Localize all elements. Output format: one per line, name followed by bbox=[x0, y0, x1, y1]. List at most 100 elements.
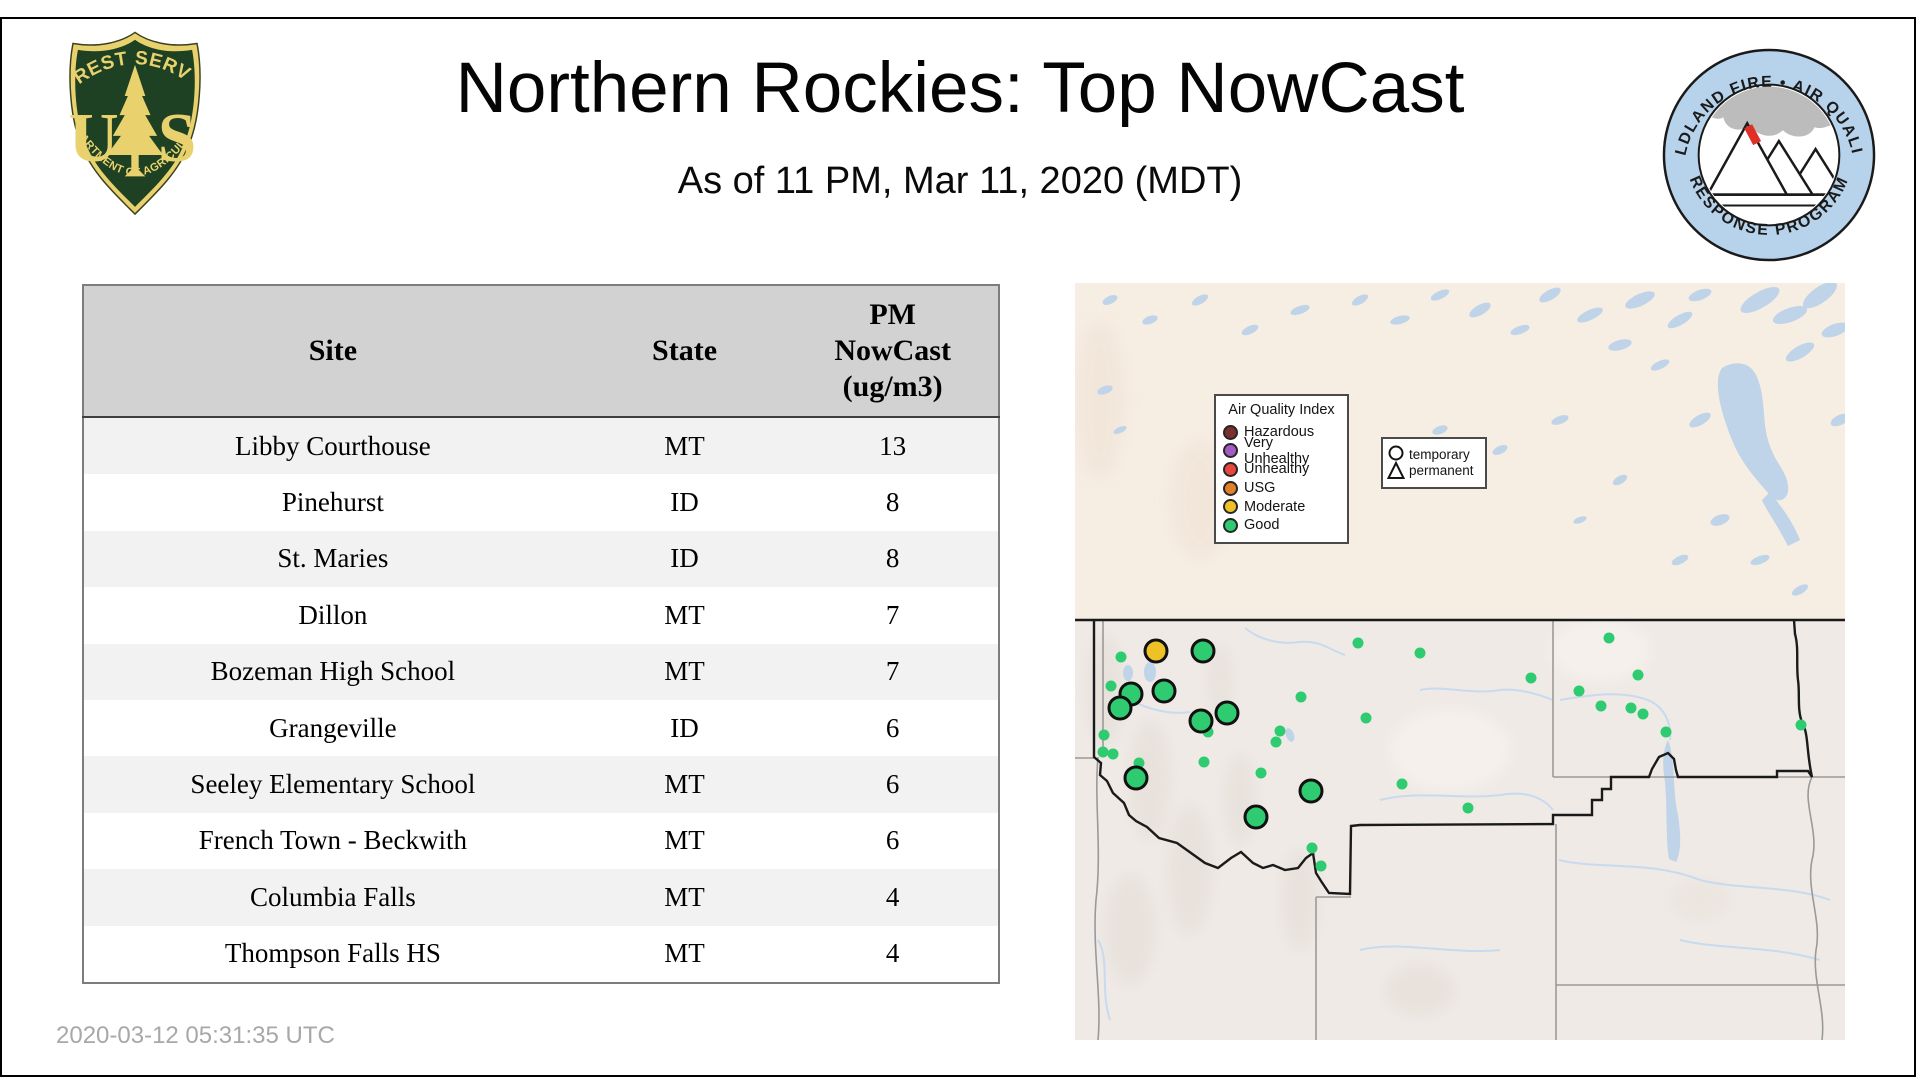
permanent-monitor-marker bbox=[1637, 708, 1649, 720]
aqi-legend-label: Good bbox=[1244, 517, 1280, 534]
table-row: Columbia Falls MT 4 bbox=[83, 869, 999, 926]
aqi-legend-label: USG bbox=[1244, 480, 1276, 497]
col-header-state: State bbox=[581, 285, 788, 418]
flame-mark-icon bbox=[1744, 124, 1762, 146]
aqi-legend-label: Very Unhealthy bbox=[1244, 434, 1310, 467]
wfaqrp-logo: WILDLAND FIRE • AIR QUALITY RESPONSE PRO… bbox=[1660, 46, 1876, 262]
temporary-monitor-marker bbox=[1107, 695, 1133, 721]
permanent-monitor-marker bbox=[1595, 700, 1607, 712]
permanent-monitor-marker bbox=[1115, 651, 1127, 663]
site-cell: Grangeville bbox=[269, 712, 397, 743]
value-cell: 7 bbox=[885, 656, 900, 687]
temporary-monitor-marker bbox=[1190, 638, 1216, 664]
aqi-legend-item: Hazardous bbox=[1223, 423, 1340, 442]
value-cell: 6 bbox=[885, 712, 900, 743]
state-cell: ID bbox=[670, 543, 699, 574]
permanent-monitor-marker bbox=[1632, 669, 1644, 681]
permanent-monitor-marker bbox=[1414, 647, 1426, 659]
temporary-monitor-marker bbox=[1151, 678, 1177, 704]
table-row: Thompson Falls HS MT 4 bbox=[83, 925, 999, 983]
basemap-svg bbox=[1075, 283, 1845, 1040]
monitor-map: Air Quality Index Hazardous Very Unhealth… bbox=[1075, 283, 1845, 1040]
aqi-legend-label: Moderate bbox=[1244, 498, 1306, 515]
col-header-pm-nowcast: PM NowCast (ug/m3) bbox=[787, 285, 999, 418]
permanent-monitor-marker bbox=[1255, 767, 1267, 779]
value-cell: 7 bbox=[885, 599, 900, 630]
temporary-monitor-marker bbox=[1188, 708, 1214, 734]
site-cell: St. Maries bbox=[277, 543, 389, 574]
aqi-color-dot-icon bbox=[1223, 424, 1238, 440]
permanent-monitor-marker bbox=[1274, 725, 1286, 737]
permanent-monitor-marker bbox=[1396, 778, 1408, 790]
temporary-monitor-marker bbox=[1143, 638, 1169, 664]
site-cell: Columbia Falls bbox=[250, 881, 416, 912]
col-header-site: Site bbox=[83, 285, 582, 418]
aqi-color-dot-icon bbox=[1223, 461, 1238, 477]
permanent-monitor-marker bbox=[1660, 726, 1672, 738]
state-cell: MT bbox=[664, 599, 705, 630]
pine-tree-icon bbox=[106, 64, 164, 177]
state-cell: MT bbox=[664, 938, 705, 969]
fs-logo-letter-s: S bbox=[158, 100, 197, 177]
value-cell: 13 bbox=[879, 430, 907, 461]
permanent-monitor-marker bbox=[1462, 802, 1474, 814]
aqi-color-dot-icon bbox=[1223, 499, 1238, 515]
value-cell: 6 bbox=[885, 825, 900, 856]
site-cell: Pinehurst bbox=[281, 487, 384, 518]
table-row: Seeley Elementary School MT 6 bbox=[83, 756, 999, 813]
state-cell: ID bbox=[670, 712, 699, 743]
aqi-legend-label: Unhealthy bbox=[1244, 461, 1310, 478]
aqi-legend-label: Hazardous bbox=[1244, 424, 1315, 441]
rivers bbox=[1097, 627, 1831, 1021]
permanent-monitor-marker bbox=[1625, 702, 1637, 714]
table-row: Grangeville ID 6 bbox=[83, 699, 999, 757]
permanent-monitor-marker bbox=[1107, 748, 1119, 760]
aqi-legend-item: Unhealthy bbox=[1223, 460, 1340, 479]
fs-logo-letter-u: U bbox=[69, 100, 119, 177]
state-cell: MT bbox=[664, 656, 705, 687]
permanent-monitor-marker bbox=[1360, 712, 1372, 724]
aqi-legend-item: Very Unhealthy bbox=[1223, 435, 1340, 467]
aqi-color-dot-icon bbox=[1223, 517, 1238, 533]
state-cell: ID bbox=[670, 487, 699, 518]
temporary-monitor-marker bbox=[1214, 700, 1240, 726]
value-cell: 4 bbox=[885, 938, 900, 969]
temporary-label: temporary bbox=[1409, 447, 1470, 462]
site-cell: Seeley Elementary School bbox=[190, 769, 476, 800]
state-cell: MT bbox=[664, 430, 705, 461]
permanent-monitor-marker bbox=[1306, 842, 1318, 854]
temporary-monitor-icon bbox=[1388, 445, 1404, 461]
region-border bbox=[1075, 618, 1845, 896]
site-cell: Bozeman High School bbox=[210, 656, 456, 687]
permanent-monitor-marker bbox=[1315, 860, 1327, 872]
aqi-legend-title: Air Quality Index bbox=[1228, 402, 1335, 418]
mountains-icon bbox=[1700, 120, 1838, 207]
permanent-monitor-marker bbox=[1525, 672, 1537, 684]
site-cell: French Town - Beckwith bbox=[198, 825, 468, 856]
generation-timestamp: 2020-03-12 05:31:35 UTC bbox=[56, 1022, 335, 1049]
table-row: St. Maries ID 8 bbox=[83, 530, 999, 588]
page-subtitle: As of 11 PM, Mar 11, 2020 (MDT) bbox=[677, 160, 1243, 202]
forest-service-logo: FOREST SERVICE U S DEPARTMENT OF AGRICUL… bbox=[60, 28, 201, 216]
permanent-monitor-marker bbox=[1295, 691, 1307, 703]
table-row: Pinehurst ID 8 bbox=[83, 474, 999, 531]
state-cell: MT bbox=[664, 825, 705, 856]
table-row: Bozeman High School MT 7 bbox=[83, 643, 999, 700]
temporary-monitor-marker bbox=[1298, 778, 1324, 804]
page-title: Northern Rockies: Top NowCast bbox=[455, 49, 1465, 128]
lakes bbox=[1097, 283, 1845, 862]
permanent-monitor-marker bbox=[1097, 746, 1109, 758]
state-cell: MT bbox=[664, 881, 705, 912]
value-cell: 6 bbox=[885, 769, 900, 800]
state-cell: MT bbox=[664, 769, 705, 800]
table-header-row: Site State PM NowCast (ug/m3) bbox=[83, 285, 999, 418]
permanent-monitor-icon bbox=[1387, 460, 1405, 479]
nowcast-table: Site State PM NowCast (ug/m3) Libby Cour… bbox=[82, 284, 1000, 984]
marker-type-legend: temporary permanent bbox=[1381, 437, 1487, 489]
terrain-shading bbox=[1075, 320, 1730, 1015]
site-cell: Dillon bbox=[298, 599, 368, 630]
permanent-monitor-marker bbox=[1098, 729, 1110, 741]
aqi-legend: Air Quality Index Hazardous Very Unhealth… bbox=[1214, 394, 1349, 544]
site-cell: Thompson Falls HS bbox=[224, 938, 441, 969]
permanent-monitor-marker bbox=[1795, 719, 1807, 731]
